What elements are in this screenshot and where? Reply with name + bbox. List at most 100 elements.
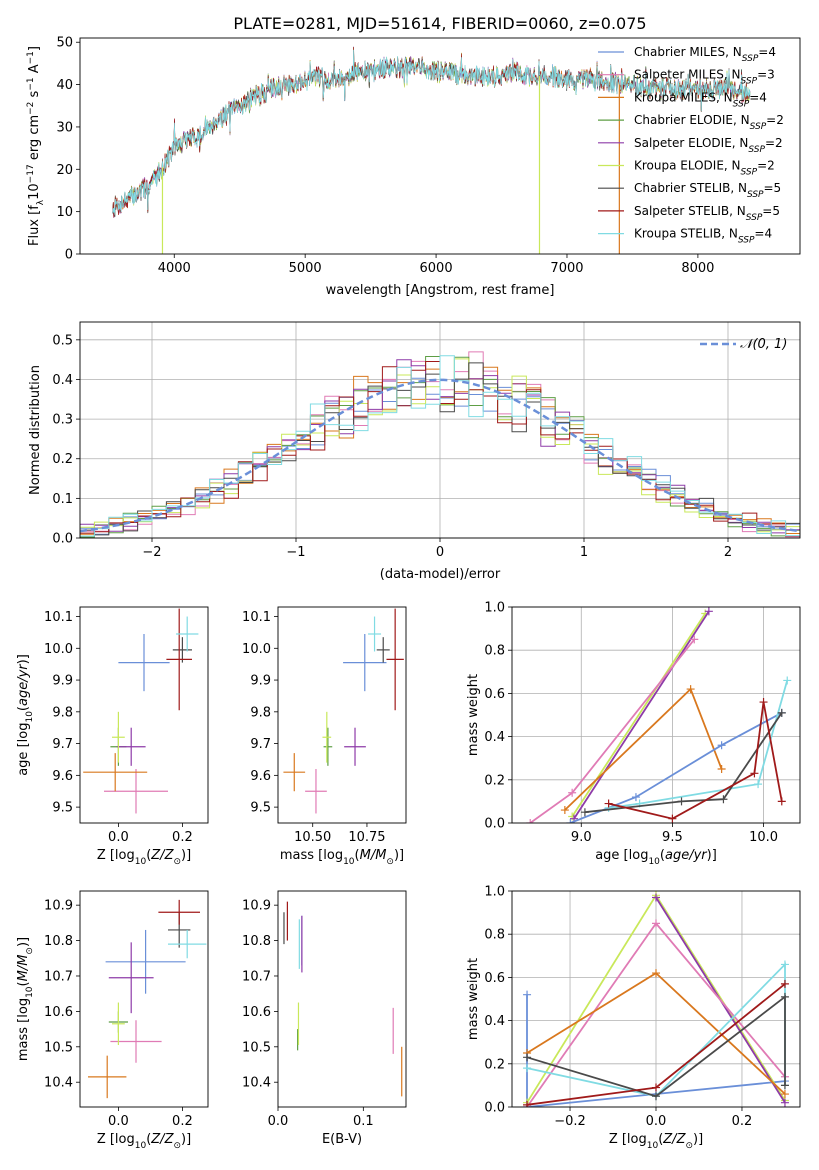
y-tick-label: 10.1 <box>44 610 73 625</box>
y-axis-label: mass [log10(M/M⊙)] <box>16 937 35 1061</box>
y-tick-label: 10.0 <box>242 642 271 657</box>
x-tick-label: 0.1 <box>353 1114 374 1129</box>
legend-entry: Salpeter STELIB, NSSP=5 <box>634 204 780 223</box>
weight-marker <box>523 1064 532 1073</box>
spectrum-panel: 4000 5000 6000 7000 8000 0 10 20 30 40 50 Chabrier … <box>26 36 801 298</box>
y-tick-label: 9.9 <box>250 674 271 689</box>
age-vs-mass-plot-area <box>283 608 404 814</box>
y-tick-label: 0.4 <box>484 730 505 745</box>
x-tick-label: 0.0 <box>646 1114 667 1129</box>
y-tick-label: 30 <box>56 120 73 135</box>
weight-marker <box>780 992 789 1001</box>
y-tick-label: 0.2 <box>484 773 505 788</box>
y-tick-label: 10.9 <box>242 899 271 914</box>
weight-marker <box>568 788 577 797</box>
weight-vs-Z-panel: −0.2 0.0 0.2 0.0 0.2 0.4 0.6 0.8 1.0 Z [log10(Z/Z… <box>466 885 801 1151</box>
weight-marker <box>777 708 786 717</box>
y-tick-label: 0.6 <box>484 971 505 986</box>
x-tick-label: 5000 <box>289 261 322 276</box>
weight-marker <box>523 1100 532 1107</box>
axes-frame <box>277 606 407 824</box>
weight-marker <box>631 793 640 802</box>
y-axis-label: mass weight <box>466 958 481 1040</box>
weight-marker <box>783 676 792 685</box>
y-tick-label: 0.3 <box>52 413 73 428</box>
residuals-panel: −2 −1 0 1 2 0.0 0.1 0.2 0.3 0.4 0.5 𝒩(0, 1) (data-mo… <box>28 321 801 582</box>
mass-vs-Z-plot-area <box>88 899 207 1099</box>
legend-entry: Kroupa MILES, NSSP=4 <box>634 90 767 109</box>
x-tick-label: 6000 <box>420 261 453 276</box>
x-axis-label: Z [log10(Z/Z⊙)] <box>609 1132 703 1151</box>
y-axis-label: mass weight <box>466 674 481 756</box>
x-tick-label: 10.0 <box>749 830 778 845</box>
weight-marker <box>690 635 699 644</box>
x-axis-label: age [log10(age/yr)] <box>595 848 717 867</box>
weight-marker <box>652 1092 660 1101</box>
y-tick-label: 0.8 <box>484 644 505 659</box>
spectrum-legend: Chabrier MILES, NSSP=4 Salpeter MILES, NS… <box>598 45 784 246</box>
x-tick-label: 0.2 <box>172 830 193 845</box>
y-tick-label: 0.6 <box>484 687 505 702</box>
y-tick-label: 10.4 <box>242 1076 271 1091</box>
weight-marker <box>750 769 759 778</box>
x-tick-label: 7000 <box>550 261 583 276</box>
y-tick-label: 0.4 <box>52 373 73 388</box>
legend-entry: Salpeter ELODIE, NSSP=2 <box>634 136 783 155</box>
y-tick-label: 9.7 <box>52 737 73 752</box>
y-tick-label: 1.0 <box>484 601 505 616</box>
x-axis-label: E(B-V) <box>322 1132 362 1147</box>
y-tick-label: 0 <box>65 248 73 263</box>
weight-marker <box>526 819 535 823</box>
y-tick-label: 0.0 <box>484 817 505 832</box>
x-axis-label: Z [log10(Z/Z⊙)] <box>97 848 191 867</box>
weight-line <box>608 680 789 809</box>
histogram-step <box>80 355 800 538</box>
weight-marker <box>719 795 728 804</box>
mass-vs-Z-panel: 0.0 0.2 10.4 10.5 10.6 10.7 10.8 10.9 Z [log10(Z… <box>16 890 209 1151</box>
legend-entry: Chabrier ELODIE, NSSP=2 <box>634 113 784 132</box>
weight-marker <box>686 685 695 694</box>
weight-marker <box>717 765 726 773</box>
y-tick-label: 0.1 <box>52 492 73 507</box>
spectrum-line <box>112 49 751 215</box>
legend-entry: Chabrier MILES, NSSP=4 <box>634 45 776 64</box>
x-axis-label: mass [log10(M/M⊙)] <box>280 848 404 867</box>
x-tick-label: 4000 <box>158 261 191 276</box>
mass-vs-ebv-panel: 0.0 0.1 10.4 10.5 10.6 10.7 10.8 10.9 E(B-V) <box>242 890 407 1147</box>
y-tick-label: 0.4 <box>484 1014 505 1029</box>
weight-marker <box>780 979 789 988</box>
axes-frame <box>79 37 801 255</box>
weight-marker <box>754 780 763 789</box>
weight-marker <box>668 814 677 823</box>
weight-marker <box>780 1098 789 1107</box>
weight-line <box>584 712 783 814</box>
weight-vs-age-panel: 9.0 9.5 10.0 0.0 0.2 0.4 0.6 0.8 1.0 age [log10(a… <box>466 601 801 867</box>
x-tick-label: 1 <box>580 545 588 560</box>
y-tick-label: 10 <box>56 205 73 220</box>
weight-marker <box>704 607 713 616</box>
weight-marker <box>780 1081 789 1090</box>
weight-marker <box>777 797 786 806</box>
weight-marker <box>677 797 686 806</box>
x-tick-label: 0.0 <box>108 830 129 845</box>
y-tick-label: 10.5 <box>44 1040 73 1055</box>
y-tick-label: 0.0 <box>484 1101 505 1116</box>
y-tick-label: 10.6 <box>242 1005 271 1020</box>
spectrum-plot-area <box>112 46 751 254</box>
axes-frame <box>511 890 801 1108</box>
x-tick-label: −1 <box>286 545 305 560</box>
x-tick-label: −2 <box>142 545 161 560</box>
figure-title: PLATE=0281, MJD=51614, FIBERID=0060, z=0… <box>233 14 646 33</box>
y-tick-label: 9.5 <box>52 801 73 816</box>
y-tick-label: 20 <box>56 163 73 178</box>
y-axis-label: Normed distribution <box>28 365 43 495</box>
y-tick-label: 10.8 <box>44 934 73 949</box>
weight-marker <box>523 990 532 999</box>
x-tick-label: 10.50 <box>294 830 331 845</box>
x-tick-label: −0.2 <box>554 1114 586 1129</box>
y-tick-label: 10.8 <box>242 934 271 949</box>
x-tick-label: 0 <box>436 545 444 560</box>
y-tick-label: 1.0 <box>484 885 505 900</box>
y-tick-label: 9.8 <box>52 705 73 720</box>
